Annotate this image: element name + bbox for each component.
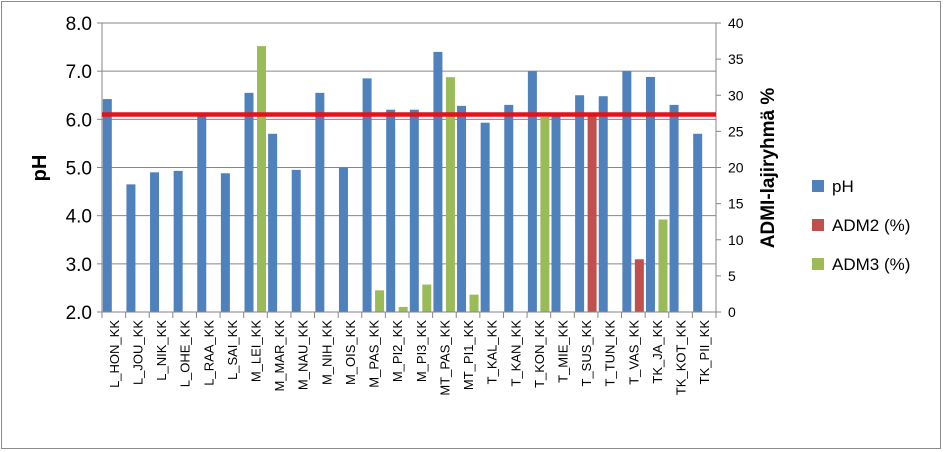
y2-tick-label: 35	[728, 51, 744, 67]
x-tick-label: T_KON_KK	[532, 320, 547, 388]
bar-ph-l_nik_kk	[150, 172, 160, 312]
bar-ph-m_lei_kk	[244, 92, 254, 312]
y-tick-label: 5.0	[66, 159, 92, 180]
bar-ph-l_ohe_kk	[173, 170, 183, 312]
x-tick-label: L_RAA_KK	[201, 320, 216, 386]
bar-ph-m_mar_kk	[268, 133, 278, 312]
x-tick-label: TK_KOT_KK	[674, 320, 689, 395]
y-tick-label: 2.0	[66, 303, 92, 324]
x-tick-label: T_KAL_KK	[485, 320, 500, 385]
bar-ph-tk_ja_kk	[645, 76, 655, 313]
y-tick-label: 7.0	[66, 62, 92, 83]
x-tick-label: M_PAS_KK	[367, 320, 382, 388]
bar-ph-t_tun_kk	[598, 96, 608, 312]
bar-ph-l_jou_kk	[126, 184, 136, 312]
y2-tick-label: 15	[728, 196, 744, 212]
bar-ph-t_kan_kk	[504, 104, 514, 312]
y2-tick-label: 5	[728, 268, 736, 284]
bar-ph-m_nih_kk	[315, 92, 325, 312]
bar-ph-m_pi2_kk	[386, 109, 396, 312]
x-tick-label: M_NAU_KK	[296, 320, 311, 390]
bar-ph-l_raa_kk	[197, 114, 207, 313]
bar-ph-l_sai_kk	[220, 173, 230, 312]
y-tick-label: 6.0	[66, 110, 92, 131]
x-tick-label: M_PI3_KK	[414, 320, 429, 382]
bars	[102, 46, 703, 313]
y2-tick-label: 30	[728, 87, 744, 103]
x-tick-label: L_NIK_KK	[154, 320, 169, 381]
y2-tick-label: 0	[728, 304, 736, 320]
x-tick-label: M_MAR_KK	[272, 320, 287, 392]
bar-ph-m_pi3_kk	[409, 109, 419, 312]
x-tick-label: T_TUN_KK	[603, 320, 618, 387]
bar-adm3-m_pas_kk	[375, 290, 385, 312]
y-tick-label: 4.0	[66, 207, 92, 228]
y2-tick-label: 20	[728, 160, 744, 176]
x-tick-label: T_SUS_KK	[579, 320, 594, 387]
x-tick-label: L_OHE_KK	[178, 320, 193, 388]
y-tick-label: 8.0	[66, 14, 92, 35]
legend-label: pH	[832, 177, 854, 196]
bar-ph-t_vas_kk	[622, 71, 632, 313]
bar-ph-m_nau_kk	[291, 169, 301, 312]
x-tick-label: MT_PAS_KK	[437, 320, 452, 396]
x-tick-label: L_SAI_KK	[225, 320, 240, 380]
bar-ph-l_hon_kk	[102, 99, 112, 312]
x-tick-label: M_LEI_KK	[249, 320, 264, 382]
legend-swatch	[812, 258, 824, 270]
x-tick-label: L_JOU_KK	[130, 320, 145, 385]
bar-adm3-tk_ja_kk	[658, 219, 668, 312]
x-tick-label: M_OIS_KK	[343, 320, 358, 385]
x-tick-label: TK_JA_KK	[650, 320, 665, 384]
bar-adm3-mt_pi1_kk	[469, 294, 479, 312]
bar-ph-mt_pi1_kk	[457, 105, 467, 312]
y-tick-label: 3.0	[66, 255, 92, 276]
bar-adm3-m_pi2_kk	[398, 306, 408, 312]
bar-adm2-t_vas_kk	[634, 259, 644, 312]
bar-adm3-m_lei_kk	[257, 46, 266, 313]
bar-ph-t_kal_kk	[480, 122, 490, 312]
y2-tick-label: 10	[728, 232, 744, 248]
x-tick-label: T_KAN_KK	[508, 320, 523, 387]
x-tick-label: MT_PI1_KK	[461, 320, 476, 390]
x-tick-label: L_HON_KK	[107, 320, 122, 388]
legend-label: ADM2 (%)	[832, 216, 910, 235]
bar-ph-t_mie_kk	[551, 114, 561, 313]
bar-ph-tk_pii_kk	[693, 133, 703, 312]
bar-ph-m_ois_kk	[338, 167, 348, 312]
bar-ph-tk_kot_kk	[669, 104, 679, 312]
x-tick-label: M_PI2_KK	[390, 320, 405, 382]
y2-tick-label: 25	[728, 123, 744, 139]
tick-labels: 2.0 3.0 4.0 5.0 6.0 7.0 8.0 0 5 10 15 20 25 30 35 40 L_H…	[66, 14, 744, 396]
legend-label: ADM3 (%)	[832, 255, 910, 274]
bar-ph-mt_pas_kk	[433, 51, 443, 313]
x-tick-label: TK_PII_KK	[697, 320, 712, 385]
bar-adm3-m_pi3_kk	[422, 284, 432, 312]
x-tick-label: T_MIE_KK	[556, 320, 571, 383]
bar-ph-t_kon_kk	[527, 71, 537, 313]
y2-axis-title: ADMI-lajiryhmä %	[758, 88, 779, 249]
bar-adm3-mt_pas_kk	[445, 77, 455, 312]
x-tick-label: T_VAS_KK	[626, 320, 641, 385]
bar-adm2-t_sus_kk	[587, 113, 597, 312]
legend-swatch	[812, 219, 824, 231]
x-tick-label: M_NIH_KK	[319, 320, 334, 385]
legend-swatch	[812, 180, 824, 192]
axes	[97, 22, 721, 318]
bar-adm3-t_kon_kk	[540, 116, 550, 312]
bar-ph-t_sus_kk	[575, 95, 585, 312]
bar-ph-m_pas_kk	[362, 78, 372, 313]
y-axis-title: pH	[29, 155, 51, 182]
y2-tick-label: 40	[728, 15, 744, 31]
legend: pH ADM2 (%) ADM3 (%)	[812, 177, 910, 274]
